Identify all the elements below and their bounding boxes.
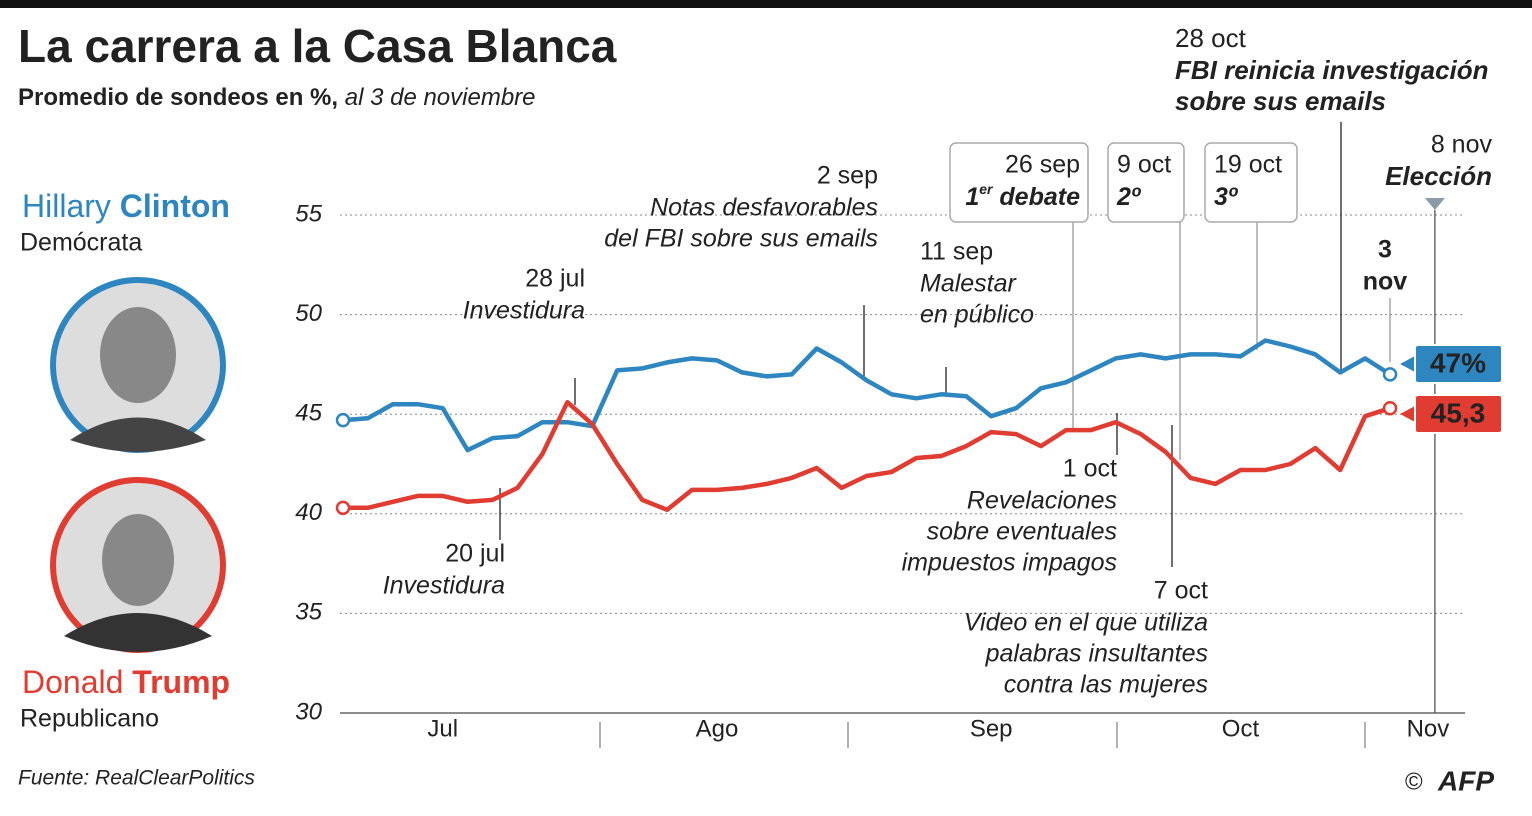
value-label-box: [1414, 344, 1503, 384]
y-tick-label: 50: [295, 300, 322, 327]
debate-number: 3º: [1214, 183, 1239, 211]
debate-box: [1107, 142, 1185, 223]
debate-date: 9 oct: [1117, 151, 1171, 179]
legend-last: Clinton: [120, 188, 230, 224]
annotation-text: sobre eventuales: [927, 518, 1117, 546]
annotation-text: impuestos impagos: [902, 549, 1117, 577]
annotation-text: del FBI sobre sus emails: [604, 225, 878, 253]
annotation-text: contra las mujeres: [1004, 671, 1208, 699]
party-clinton: Demócrata: [20, 229, 142, 257]
election-label: Elección: [1385, 161, 1492, 191]
y-tick-label: 35: [295, 599, 322, 626]
value-label: 45,3: [1431, 397, 1486, 428]
legend-clinton: Hillary Clinton: [22, 188, 230, 224]
value-label-pointer: [1400, 406, 1415, 422]
annotation-date: 7 oct: [1154, 577, 1208, 605]
x-tick-label: Oct: [1222, 715, 1260, 742]
subtitle-date: al 3 de noviembre: [345, 84, 536, 111]
end-point: [335, 412, 351, 428]
debate-rest: debate: [992, 183, 1080, 211]
debate-sup: er: [979, 181, 994, 197]
annotation-text: Video en el que utiliza: [964, 609, 1208, 637]
portrait-trump: [50, 477, 226, 653]
annotation-date: 20 jul: [445, 540, 505, 568]
annotation-date: 28 oct: [1175, 23, 1247, 53]
end-point: [1382, 400, 1398, 416]
annotation-text: en público: [920, 301, 1034, 329]
x-tick-label: Nov: [1407, 715, 1450, 742]
annotation-date: 2 sep: [817, 162, 878, 190]
source: Fuente: RealClearPolitics: [18, 767, 255, 790]
debate-label: 3º: [1214, 183, 1239, 211]
value-label-pointer: [1400, 356, 1415, 372]
last-poll-label: nov: [1363, 268, 1408, 296]
portrait-clinton: [50, 277, 226, 453]
legend-trump: Donald Trump: [22, 664, 230, 700]
x-tick-label: Sep: [970, 715, 1013, 742]
value-label-box: [1414, 394, 1503, 434]
election-date: 8 nov: [1431, 131, 1493, 159]
debate-box: [949, 142, 1089, 223]
debate-label: 1er debate: [965, 181, 1080, 211]
subtitle-main: Promedio de sondeos en %,: [18, 84, 338, 111]
legend-first: Donald: [22, 664, 123, 700]
debate-box: [1204, 142, 1298, 223]
legend-last: Trump: [132, 664, 230, 700]
month-separators: [599, 722, 1366, 748]
annotation-text: sobre sus emails: [1175, 86, 1386, 116]
value-label: 47%: [1430, 347, 1486, 378]
debate-date: 19 oct: [1214, 151, 1282, 179]
subtitle: Promedio de sondeos en %, al 3 de noviem…: [18, 84, 536, 111]
annotation-date: 1 oct: [1063, 455, 1117, 483]
x-tick-label: Ago: [696, 715, 739, 742]
debate-label: 2º: [1116, 183, 1142, 211]
end-point: [335, 500, 351, 516]
end-point: [1382, 367, 1398, 382]
y-tick-label: 40: [295, 499, 322, 526]
y-tick-label: 55: [295, 200, 322, 227]
y-tick-label: 45: [295, 400, 322, 427]
annotation-text: Investidura: [463, 297, 585, 325]
x-tick-label: Jul: [427, 715, 458, 742]
series-line: [343, 399, 1391, 513]
legend-first: Hillary: [22, 188, 111, 224]
series-line: [342, 338, 1392, 453]
annotation-text: Notas desfavorables: [650, 194, 878, 222]
annotation-text: palabras insultantes: [985, 640, 1208, 668]
debate-number: 2º: [1116, 183, 1142, 211]
party-trump: Republicano: [20, 705, 159, 733]
election-marker: [1424, 198, 1445, 210]
agency-logo: AFP: [1437, 765, 1494, 796]
debate-date: 26 sep: [1005, 151, 1080, 179]
annotation-text: Revelaciones: [967, 487, 1117, 515]
last-poll-label: 3: [1378, 236, 1392, 264]
copyright: ©: [1405, 768, 1423, 795]
debate-number: 1: [965, 183, 979, 211]
top-bar: [0, 0, 1532, 8]
annotation-text: Malestar: [920, 270, 1018, 298]
chart-title: La carrera a la Casa Blanca: [18, 20, 617, 72]
annotation-date: 28 jul: [525, 265, 585, 293]
y-tick-label: 30: [295, 698, 322, 725]
annotation-date: 11 sep: [920, 238, 993, 266]
annotation-text: Investidura: [383, 572, 505, 600]
annotation-text: FBI reinicia investigación: [1175, 55, 1489, 85]
